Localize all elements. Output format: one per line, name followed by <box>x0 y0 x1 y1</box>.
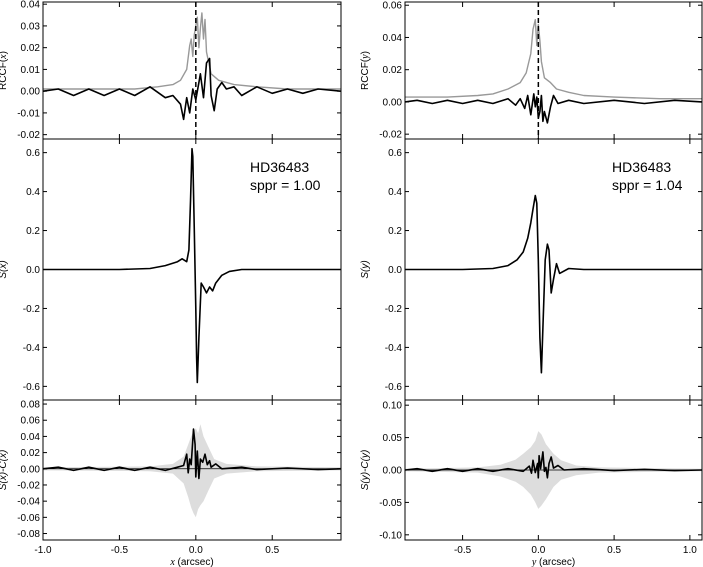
ytick-label: 0.0 <box>26 265 40 276</box>
ytick-label: -0.2 <box>23 304 41 315</box>
series-line-0 <box>43 12 341 90</box>
ytick-label: 0.4 <box>26 187 40 198</box>
ytick-label: -0.02 <box>17 480 40 491</box>
ytick-label: 0.2 <box>26 226 40 237</box>
ytick-label: 0.00 <box>21 87 41 98</box>
xtick-label: -0.5 <box>111 545 129 556</box>
ytick-label: 0.00 <box>383 97 403 108</box>
y-axis-label: S(x)-C(x) <box>0 450 9 491</box>
xtick-label: 0.0 <box>189 545 203 556</box>
ytick-label: -0.06 <box>17 513 40 524</box>
panel-left-mid: -0.6 -0.4 -0.2 0.0 0.2 0.4 0.6 S(x) <box>0 138 342 401</box>
xtick-label: -1.0 <box>34 545 52 556</box>
ytick-label: 0.04 <box>21 432 41 443</box>
axes-frame <box>42 399 342 541</box>
ytick-label: 0.04 <box>383 33 403 44</box>
ytick-label: 0.02 <box>21 448 41 459</box>
xtick-label: 0.5 <box>607 545 621 556</box>
y-axis-label: S(y)-C(y) <box>360 450 371 491</box>
ytick-label: 0.01 <box>21 65 41 76</box>
ytick-label: -0.6 <box>23 382 41 393</box>
x-axis-label: x (arcsec) <box>169 557 213 567</box>
ytick-label: 0.00 <box>21 464 41 475</box>
ytick-label: 0.2 <box>388 226 402 237</box>
ytick-label: 0.04 <box>21 0 41 11</box>
right-star-name: HD36483 <box>612 159 671 175</box>
series-line-0 <box>43 428 341 480</box>
ytick-label: -0.01 <box>17 108 40 119</box>
ytick-label: -0.08 <box>17 529 40 540</box>
ytick-label: -0.10 <box>379 530 402 541</box>
ytick-label: 0.06 <box>21 416 41 427</box>
series-line-0 <box>405 451 702 479</box>
xtick-label: 0.0 <box>531 545 545 556</box>
panel-right-bot: -0.10 -0.05 0.00 0.05 0.10 -0.5 0.0 0.5 1.0 y (ar… <box>360 399 703 567</box>
ytick-label: 0.6 <box>26 148 40 159</box>
x-axis-label: y (arcsec) <box>531 557 575 567</box>
ytick-label: -0.02 <box>379 130 402 141</box>
ytick-label: 0.10 <box>383 401 403 412</box>
plot-area-right-mid <box>405 194 702 374</box>
ytick-label: 0.03 <box>21 21 41 32</box>
ytick-label: 0.05 <box>383 433 403 444</box>
ytick-label: -0.02 <box>17 130 40 141</box>
right-sppr-label: sppr = 1.04 <box>612 177 683 193</box>
ytick-label: -0.05 <box>379 498 402 509</box>
ytick-label: 0.6 <box>388 148 402 159</box>
series-line-0 <box>405 194 702 374</box>
xtick-label: 0.5 <box>265 545 279 556</box>
ytick-label: -0.4 <box>23 343 41 354</box>
plot-area-left-bot <box>43 424 341 518</box>
left-sppr-label: sppr = 1.00 <box>250 177 321 193</box>
panel-left-top: -0.02 -0.01 0.00 0.01 0.02 0.03 0.04 RCCF(x) <box>0 0 342 141</box>
series-line-1 <box>43 57 341 121</box>
plot-area-right-top <box>405 2 702 139</box>
xtick-label: 1.0 <box>683 545 697 556</box>
ytick-label: 0.08 <box>21 400 41 411</box>
panel-right-mid: -0.6 -0.4 -0.2 0.0 0.2 0.4 0.6 S(y) <box>360 138 703 401</box>
plot-area-left-top <box>43 2 341 139</box>
left-star-name: HD36483 <box>250 159 309 175</box>
ytick-label: 0.0 <box>388 265 402 276</box>
ytick-label: 0.4 <box>388 187 402 198</box>
panel-right-top: -0.02 0.00 0.02 0.04 0.06 RCCF(y) <box>360 1 703 141</box>
panel-left-bot: -0.08 -0.06 -0.04 -0.02 0.00 0.02 0.04 0.06 0.08… <box>0 399 342 567</box>
series-line-0 <box>405 19 702 100</box>
xtick-label: -0.5 <box>454 545 472 556</box>
axes-frame <box>42 1 342 140</box>
y-axis-label: RCCF(x) <box>0 51 9 90</box>
ytick-label: -0.2 <box>385 304 403 315</box>
ytick-label: 0.00 <box>383 466 403 477</box>
y-axis-label: RCCF(y) <box>360 51 371 90</box>
ytick-label: -0.4 <box>385 343 403 354</box>
plot-area-left-mid <box>43 147 341 384</box>
series-line-0 <box>43 147 341 384</box>
uncertainty-band <box>43 424 341 518</box>
y-axis-label: S(x) <box>0 260 9 278</box>
plot-area-right-bot <box>405 431 702 509</box>
y-axis-label: S(y) <box>360 260 371 278</box>
axes-frame <box>404 1 703 140</box>
ytick-label: 0.02 <box>383 65 403 76</box>
ytick-label: -0.04 <box>17 497 40 508</box>
series-line-1 <box>405 93 702 124</box>
ytick-label: 0.02 <box>21 43 41 54</box>
ytick-label: 0.06 <box>383 1 403 12</box>
ytick-label: -0.6 <box>385 382 403 393</box>
